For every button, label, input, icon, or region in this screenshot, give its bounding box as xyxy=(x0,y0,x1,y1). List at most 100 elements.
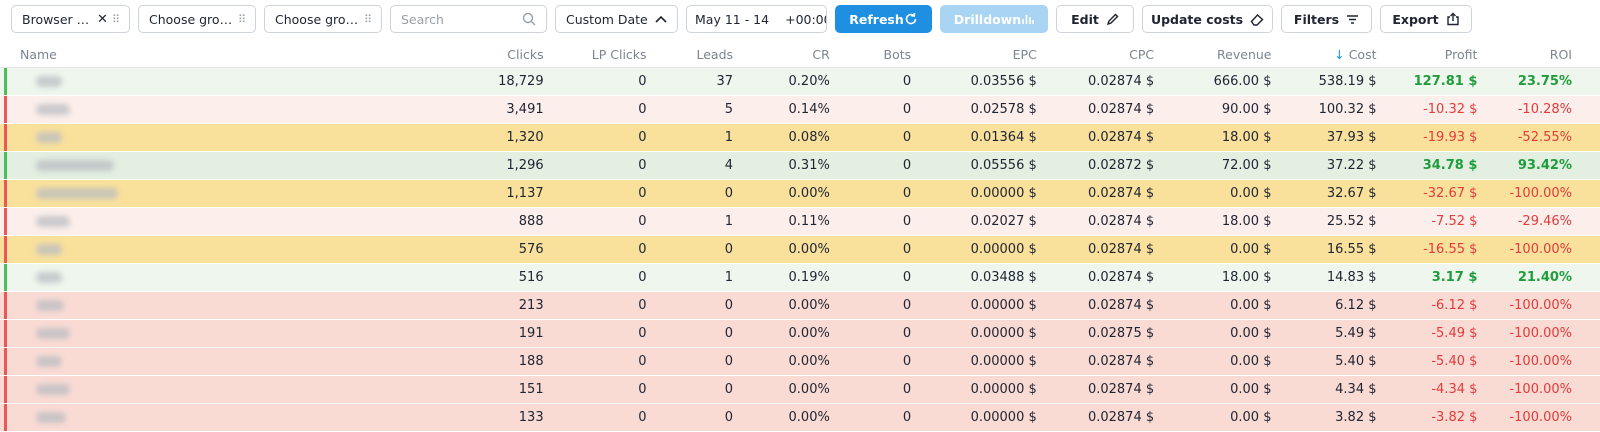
cell-cost: 37.93 $ xyxy=(1271,123,1377,152)
group-by-select-2[interactable]: Choose grou... ⠿ xyxy=(138,5,256,33)
row-name-cell[interactable] xyxy=(0,207,191,236)
drag-handle-icon[interactable]: ⠿ xyxy=(237,12,246,26)
group-by-label: Choose grou... xyxy=(275,11,360,27)
cell-cr: 0.00% xyxy=(733,403,830,432)
column-header-lp-clicks[interactable]: LP Clicks xyxy=(543,42,647,68)
cell-cost: 25.52 $ xyxy=(1271,207,1377,236)
column-header-name[interactable]: Name xyxy=(0,42,191,68)
close-icon[interactable]: ✕ xyxy=(97,11,108,27)
row-status-stripe xyxy=(4,292,7,319)
cell-profit: -10.32 $ xyxy=(1376,95,1478,124)
cell-clicks: 3,491 xyxy=(190,95,544,124)
cell-clicks: 191 xyxy=(190,319,544,348)
cell-clicks: 213 xyxy=(190,291,544,320)
group-by-browser-version[interactable]: Browser ver... ✕ ⠿ xyxy=(11,5,130,33)
row-name-cell[interactable] xyxy=(0,263,191,292)
row-name-cell[interactable] xyxy=(0,319,191,348)
cell-cr: 0.08% xyxy=(733,123,830,152)
search-input[interactable]: Search xyxy=(390,5,547,33)
column-header-epc[interactable]: EPC xyxy=(911,42,1037,68)
table-row[interactable]: 888 0 1 0.11% 0 0.02027 $0.02874 $18.00 $25.5… xyxy=(0,207,1600,236)
row-status-stripe xyxy=(4,348,7,375)
cell-roi: -100.00% xyxy=(1477,291,1600,320)
row-name-cell[interactable] xyxy=(0,235,191,264)
table-row[interactable]: 1,137 0 0 0.00% 0 0.00000 $0.02874 $0.00 $32.… xyxy=(0,179,1600,208)
row-status-stripe xyxy=(4,124,7,151)
row-name-cell[interactable] xyxy=(0,95,191,124)
toolbar: Browser ver... ✕ ⠿ Choose grou... ⠿ Choo… xyxy=(0,0,1600,42)
table-row[interactable]: 191 0 0 0.00% 0 0.00000 $0.02875 $0.00 $5.49 … xyxy=(0,319,1600,348)
table-row[interactable]: 133 0 0 0.00% 0 0.00000 $0.02874 $0.00 $3.82 … xyxy=(0,403,1600,432)
date-preset-dropdown[interactable]: Custom Date xyxy=(555,5,678,33)
cell-epc: 0.00000 $ xyxy=(911,235,1037,264)
cell-roi: -100.00% xyxy=(1477,235,1600,264)
cell-bots: 0 xyxy=(829,291,912,320)
column-header-profit[interactable]: Profit xyxy=(1376,42,1478,68)
column-header-cost[interactable]: ↓ Cost xyxy=(1271,42,1377,68)
row-name-cell[interactable] xyxy=(0,179,191,208)
row-name-cell[interactable] xyxy=(0,291,191,320)
cell-revenue: 0.00 $ xyxy=(1154,347,1272,376)
cell-cpc: 0.02874 $ xyxy=(1036,263,1155,292)
cell-leads: 1 xyxy=(646,207,734,236)
filters-button[interactable]: Filters xyxy=(1281,5,1372,33)
cell-cpc: 0.02874 $ xyxy=(1036,95,1155,124)
column-header-revenue[interactable]: Revenue xyxy=(1154,42,1272,68)
row-status-stripe xyxy=(4,180,7,207)
group-by-label: Choose grou... xyxy=(149,11,234,27)
export-button[interactable]: Export xyxy=(1380,5,1472,33)
cell-clicks: 18,729 xyxy=(190,67,544,96)
cell-roi: -29.46% xyxy=(1477,207,1600,236)
table-row[interactable]: 516 0 1 0.19% 0 0.03488 $0.02874 $18.00 $14.8… xyxy=(0,263,1600,292)
edit-button[interactable]: Edit xyxy=(1056,5,1134,33)
pencil-icon xyxy=(1106,13,1119,25)
table-row[interactable]: 151 0 0 0.00% 0 0.00000 $0.02874 $0.00 $4.34 … xyxy=(0,375,1600,404)
row-name-cell[interactable] xyxy=(0,67,191,96)
row-name-cell[interactable] xyxy=(0,151,191,180)
refresh-button[interactable]: Refresh xyxy=(835,5,932,33)
cell-lp-clicks: 0 xyxy=(543,67,647,96)
timezone-label: +00:00 xyxy=(785,11,827,27)
cell-lp-clicks: 0 xyxy=(543,151,647,180)
cell-lp-clicks: 0 xyxy=(543,179,647,208)
table-row[interactable]: 3,491 0 5 0.14% 0 0.02578 $0.02874 $90.00 $10… xyxy=(0,95,1600,124)
cell-cost: 6.12 $ xyxy=(1271,291,1377,320)
row-name-cell[interactable] xyxy=(0,375,191,404)
row-name-cell[interactable] xyxy=(0,123,191,152)
row-name-cell[interactable] xyxy=(0,347,191,376)
column-header-cpc[interactable]: CPC xyxy=(1036,42,1155,68)
table-row[interactable]: 1,320 0 1 0.08% 0 0.01364 $0.02874 $18.00 $37… xyxy=(0,123,1600,152)
drag-handle-icon[interactable]: ⠿ xyxy=(363,12,372,26)
row-name-cell[interactable] xyxy=(0,403,191,432)
drilldown-button[interactable]: Drilldown xyxy=(940,5,1048,33)
table-row[interactable]: 1,296 0 4 0.31% 0 0.05556 $0.02872 $72.00 $37… xyxy=(0,151,1600,180)
cell-leads: 37 xyxy=(646,67,734,96)
date-range-picker[interactable]: May 11 - 14 +00:00 xyxy=(686,5,827,33)
cell-revenue: 18.00 $ xyxy=(1154,123,1272,152)
drag-handle-icon[interactable]: ⠿ xyxy=(111,12,120,26)
cell-leads: 4 xyxy=(646,151,734,180)
column-header-leads[interactable]: Leads xyxy=(646,42,734,68)
table-row[interactable]: 576 0 0 0.00% 0 0.00000 $0.02874 $0.00 $16.55… xyxy=(0,235,1600,264)
column-header-bots[interactable]: Bots xyxy=(829,42,912,68)
group-by-select-3[interactable]: Choose grou... ⠿ xyxy=(264,5,382,33)
cell-epc: 0.03556 $ xyxy=(911,67,1037,96)
cell-epc: 0.00000 $ xyxy=(911,347,1037,376)
cell-revenue: 18.00 $ xyxy=(1154,263,1272,292)
table-row[interactable]: 188 0 0 0.00% 0 0.00000 $0.02874 $0.00 $5.40 … xyxy=(0,347,1600,376)
update-costs-button[interactable]: Update costs xyxy=(1142,5,1273,33)
cell-leads: 1 xyxy=(646,263,734,292)
table-row[interactable]: 213 0 0 0.00% 0 0.00000 $0.02874 $0.00 $6.12 … xyxy=(0,291,1600,320)
table-row[interactable]: 18,729 0 37 0.20% 0 0.03556 $0.02874 $666.00 … xyxy=(0,67,1600,96)
cell-roi: -52.55% xyxy=(1477,123,1600,152)
cell-epc: 0.01364 $ xyxy=(911,123,1037,152)
column-header-cr[interactable]: CR xyxy=(733,42,830,68)
column-header-roi[interactable]: ROI xyxy=(1477,42,1600,68)
cell-cpc: 0.02874 $ xyxy=(1036,347,1155,376)
column-header-cost-label: Cost xyxy=(1348,47,1377,62)
table-header: Name Clicks LP Clicks Leads CR Bots EPC … xyxy=(0,42,1600,68)
column-header-clicks[interactable]: Clicks xyxy=(190,42,544,68)
cell-cr: 0.00% xyxy=(733,235,830,264)
cell-cpc: 0.02875 $ xyxy=(1036,319,1155,348)
cell-leads: 0 xyxy=(646,235,734,264)
